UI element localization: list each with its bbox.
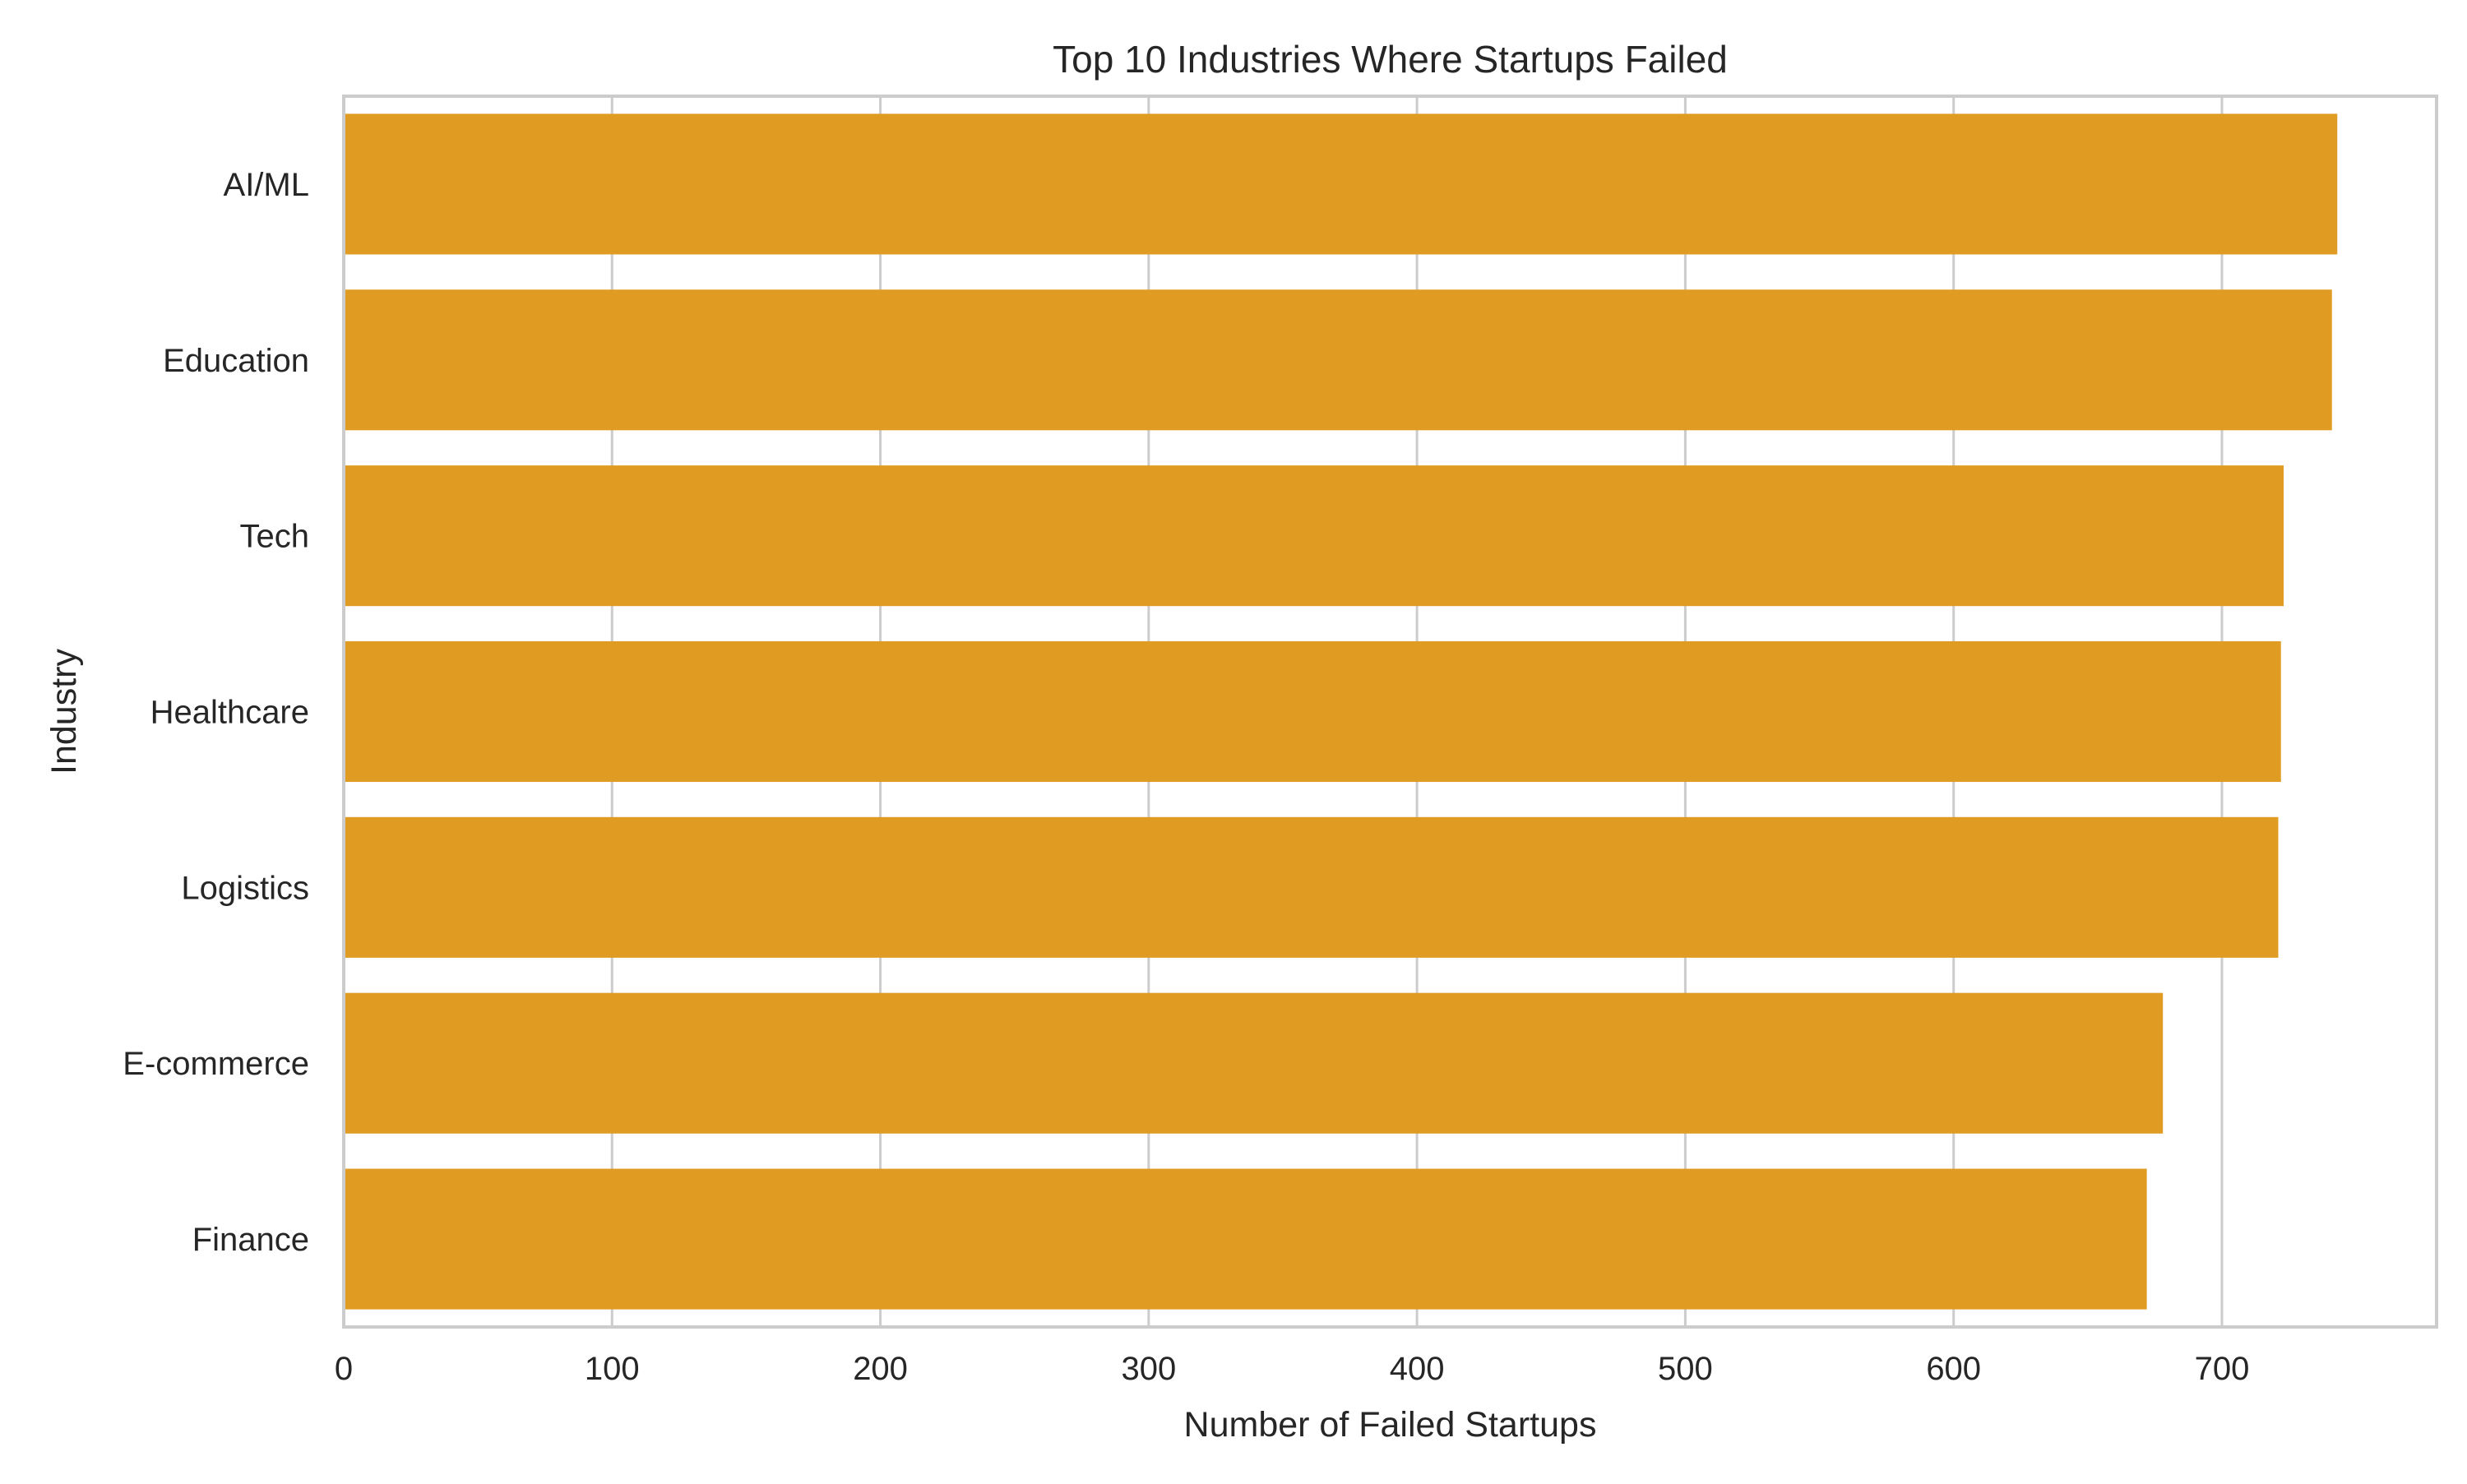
y-tick-label: Tech xyxy=(240,519,310,555)
bar-ai-ml xyxy=(344,113,2338,255)
x-tick-label: 300 xyxy=(1121,1351,1176,1387)
y-tick-label: Finance xyxy=(192,1222,309,1258)
bar-logistics xyxy=(344,816,2279,958)
bar-e-commerce xyxy=(344,992,2164,1134)
bar-tech xyxy=(344,465,2284,607)
chart-title: Top 10 Industries Where Startups Failed xyxy=(1053,38,1728,81)
y-tick-label: Logistics xyxy=(181,870,309,906)
x-tick-label: 500 xyxy=(1658,1351,1713,1387)
x-tick-label: 700 xyxy=(2195,1351,2250,1387)
x-tick-label: 0 xyxy=(335,1351,353,1387)
plot-frame xyxy=(342,95,2438,1329)
x-axis-ticks: 0 100 200 300 400 500 600 700 xyxy=(335,1351,2249,1387)
x-tick-label: 400 xyxy=(1390,1351,1445,1387)
x-axis-title: Number of Failed Startups xyxy=(1184,1405,1597,1445)
y-tick-label: E-commerce xyxy=(123,1046,309,1082)
bar-healthcare xyxy=(344,640,2281,783)
x-tick-label: 600 xyxy=(1926,1351,1981,1387)
y-tick-label: Healthcare xyxy=(150,695,309,731)
y-axis-title: Industry xyxy=(44,649,84,774)
bar-education xyxy=(344,289,2332,431)
y-tick-label: Education xyxy=(163,343,309,379)
y-axis-ticks: AI/ML Education Tech Healthcare Logistics E-c… xyxy=(123,167,309,1258)
y-tick-label: AI/ML xyxy=(224,167,309,203)
x-tick-label: 200 xyxy=(853,1351,908,1387)
bars xyxy=(344,113,2338,1310)
bar-finance xyxy=(344,1168,2147,1310)
x-tick-label: 100 xyxy=(585,1351,640,1387)
